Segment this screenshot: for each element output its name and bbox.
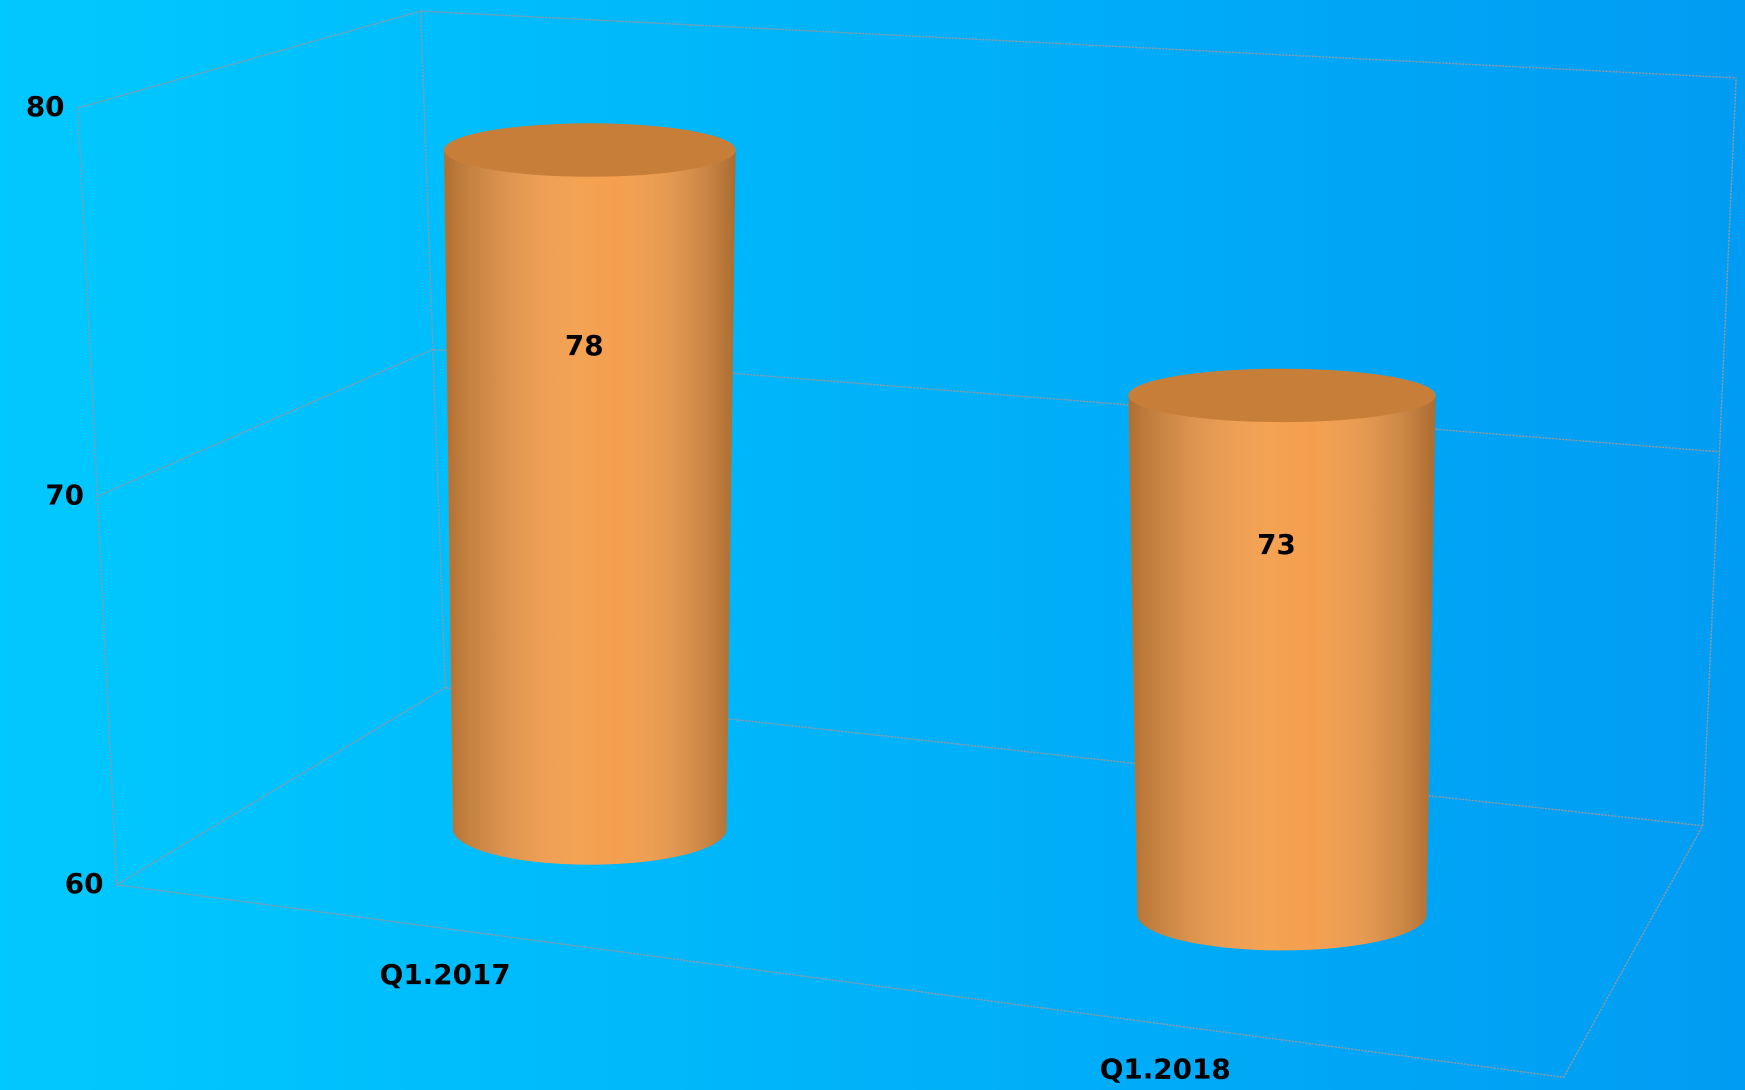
- axis-line: [1702, 77, 1737, 826]
- bar: [1128, 368, 1436, 951]
- x-tick-label: Q1.2018: [1100, 1053, 1231, 1086]
- bar-top-shade: [1128, 368, 1436, 423]
- y-tick-label: 80: [26, 90, 65, 123]
- bar-top-shade: [444, 123, 736, 177]
- axis-line: [419, 11, 446, 688]
- data-label: 73: [1257, 528, 1296, 561]
- plot-area: 60 70 80 78 Q1.2017 73 Q1.2018: [26, 10, 1737, 1086]
- floor-edge: [116, 825, 1704, 1079]
- data-label: 78: [565, 329, 604, 362]
- bar: [444, 123, 736, 865]
- y-tick-label: 60: [65, 867, 104, 900]
- axis-line: [77, 107, 118, 885]
- y-tick-label: 70: [45, 478, 84, 511]
- bar-top: [444, 123, 736, 177]
- bar-shade: [1128, 395, 1436, 951]
- bar-shade: [444, 150, 736, 865]
- x-tick-label: Q1.2017: [380, 958, 511, 991]
- bar-top: [1128, 368, 1436, 423]
- grid-line: [77, 10, 1737, 109]
